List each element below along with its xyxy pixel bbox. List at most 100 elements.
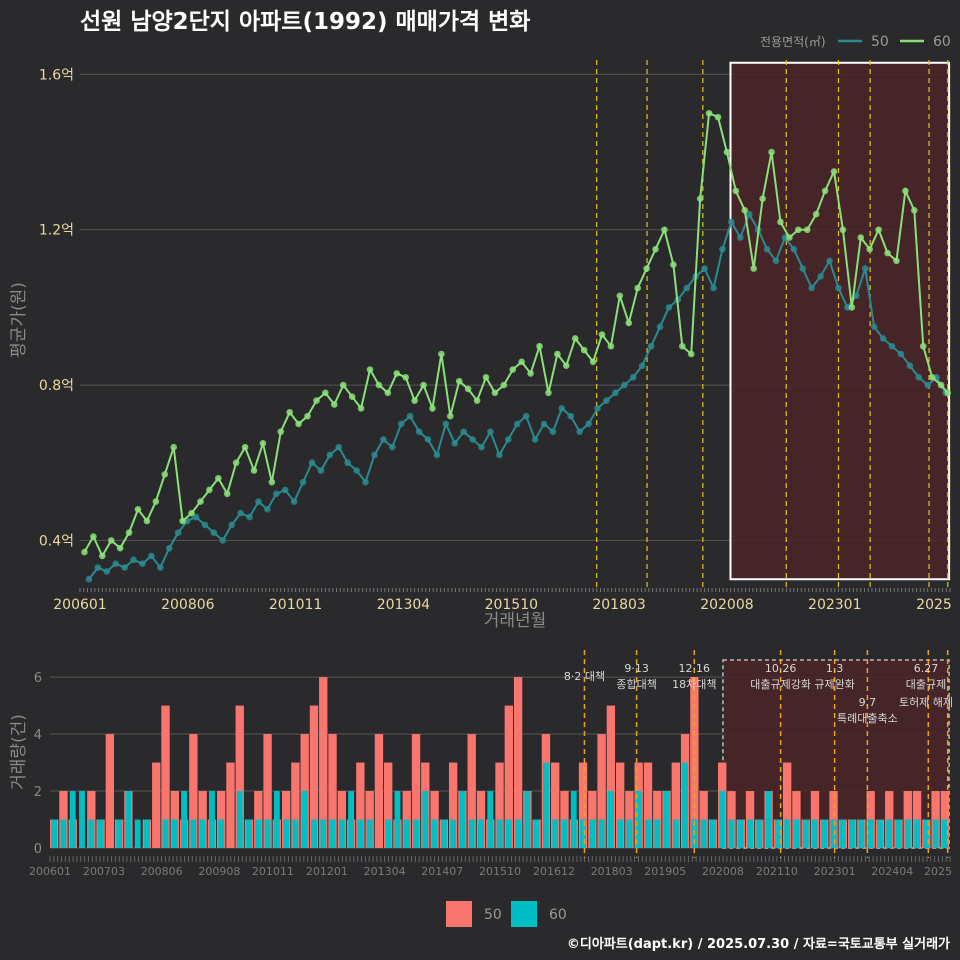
data-point-50 xyxy=(763,245,771,253)
data-point-50 xyxy=(228,521,235,529)
data-point-60 xyxy=(937,381,945,389)
data-point-50 xyxy=(924,381,931,389)
volume-x-tick-label: 202008 xyxy=(702,865,744,878)
volume-bar-60 xyxy=(635,791,642,848)
data-point-50 xyxy=(415,428,423,435)
volume-bar-60 xyxy=(403,819,410,848)
data-point-60 xyxy=(206,486,213,494)
data-point-60 xyxy=(911,207,918,214)
volume-bar-60 xyxy=(895,819,902,848)
data-point-60 xyxy=(90,533,97,540)
data-point-60 xyxy=(661,226,668,234)
data-point-60 xyxy=(250,467,258,474)
data-point-50 xyxy=(897,350,905,358)
volume-bar-50 xyxy=(384,762,393,848)
volume-bar-60 xyxy=(663,791,670,848)
volume-bar-60 xyxy=(570,791,577,848)
volume-x-tick-label: 201011 xyxy=(252,865,294,878)
volume-bar-50 xyxy=(226,762,235,848)
data-point-50 xyxy=(835,284,842,292)
volume-bar-60 xyxy=(487,791,494,848)
data-point-50 xyxy=(576,428,583,435)
data-point-50 xyxy=(326,451,334,459)
data-point-60 xyxy=(839,226,847,234)
volume-bar-50 xyxy=(671,762,680,848)
data-point-60 xyxy=(357,405,365,412)
volume-bar-60 xyxy=(311,819,317,848)
volume-bar-60 xyxy=(134,819,141,848)
data-point-60 xyxy=(339,381,347,389)
x-tick-label: 202008 xyxy=(700,597,753,613)
volume-bar-60 xyxy=(218,819,225,848)
volume-bar-60 xyxy=(385,819,392,848)
data-point-60 xyxy=(500,381,508,389)
data-point-60 xyxy=(107,537,115,544)
volume-bar-60 xyxy=(292,819,299,848)
data-point-60 xyxy=(81,548,88,556)
data-point-60 xyxy=(563,362,570,369)
data-point-50 xyxy=(112,560,119,568)
policy-label: 대출규제강화 xyxy=(750,678,811,691)
data-point-60 xyxy=(812,210,820,218)
volume-bar-50 xyxy=(643,762,653,848)
x-axis-title: 거래년월 xyxy=(484,611,547,631)
volume-bar-60 xyxy=(144,819,150,848)
bottom-legend-label-60: 60 xyxy=(549,907,567,923)
data-point-60 xyxy=(714,113,722,121)
data-point-60 xyxy=(919,342,927,350)
x-tick-label: 201011 xyxy=(269,597,322,613)
volume-bar-60 xyxy=(301,791,308,848)
volume-bar-50 xyxy=(152,762,161,848)
data-point-50 xyxy=(585,420,592,428)
volume-bar-60 xyxy=(830,819,837,848)
volume-y-tick-label: 0 xyxy=(34,842,42,857)
data-point-50 xyxy=(870,323,878,331)
data-point-50 xyxy=(603,397,610,404)
data-point-50 xyxy=(513,420,521,428)
volume-bar-60 xyxy=(923,819,930,848)
data-point-60 xyxy=(509,366,517,373)
data-point-50 xyxy=(665,304,673,311)
volume-bar-60 xyxy=(208,791,215,848)
data-point-60 xyxy=(571,335,579,342)
volume-bar-60 xyxy=(283,819,290,848)
volume-panel: 0 2 4 6 200601 200703 200806 200908 201011 201201… xyxy=(29,650,953,878)
data-point-60 xyxy=(277,428,285,435)
data-point-50 xyxy=(647,342,655,350)
volume-bar-60 xyxy=(886,819,893,848)
data-point-60 xyxy=(259,440,267,447)
legend-swatch-50 xyxy=(446,901,472,927)
data-point-50 xyxy=(799,265,807,272)
volume-bar-60 xyxy=(60,819,67,848)
volume-bar-60 xyxy=(543,762,549,848)
volume-bar-60 xyxy=(932,819,939,848)
policy-label: 8·2 대책 xyxy=(564,670,605,683)
data-point-60 xyxy=(331,401,338,408)
data-point-50 xyxy=(157,564,164,571)
data-point-50 xyxy=(335,443,343,451)
data-point-50 xyxy=(210,529,218,536)
data-point-60 xyxy=(322,389,329,397)
volume-bar-60 xyxy=(858,819,865,848)
volume-bar-60 xyxy=(264,819,271,848)
volume-bar-60 xyxy=(255,819,262,848)
data-point-50 xyxy=(165,544,173,552)
data-point-60 xyxy=(670,261,677,268)
data-point-50 xyxy=(487,428,494,435)
volume-bar-60 xyxy=(626,819,633,848)
volume-bar-50 xyxy=(615,762,625,848)
volume-bar-50 xyxy=(319,677,328,848)
x-tick-label: 202301 xyxy=(808,597,861,613)
volume-bar-60 xyxy=(747,819,753,848)
volume-bar-60 xyxy=(654,819,661,848)
data-point-50 xyxy=(701,265,708,272)
volume-x-tick-label: 200601 xyxy=(29,865,71,878)
data-point-60 xyxy=(821,187,829,195)
data-point-50 xyxy=(201,521,209,529)
policy-label: 특례대출축소 xyxy=(837,712,898,725)
volume-bar-60 xyxy=(607,791,614,848)
data-point-60 xyxy=(482,374,490,381)
data-point-60 xyxy=(884,249,891,257)
data-point-60 xyxy=(580,346,588,354)
volume-bar-60 xyxy=(515,819,522,848)
